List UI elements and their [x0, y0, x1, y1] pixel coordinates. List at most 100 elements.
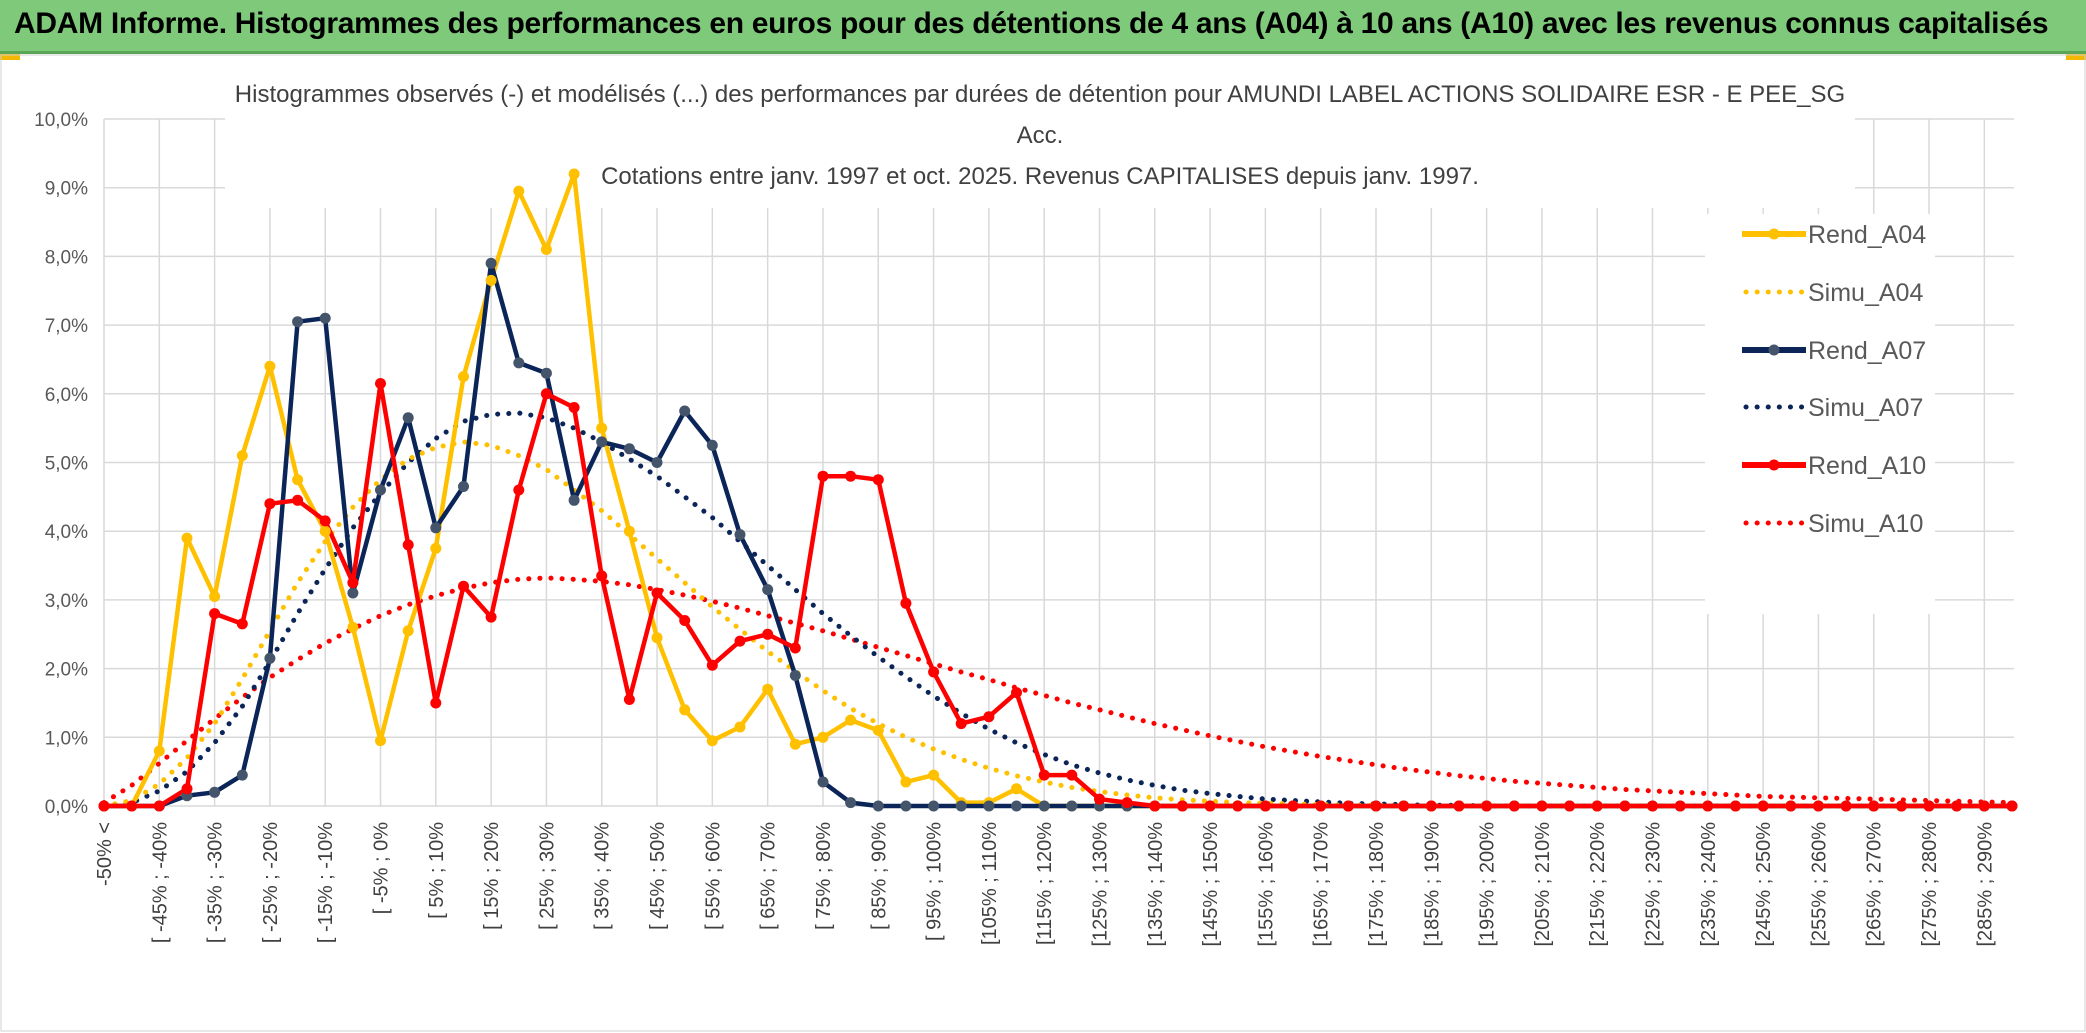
- data-point-rend_a07: [540, 367, 552, 379]
- data-point-rend_a04: [540, 244, 552, 255]
- chart-title-line: Histogrammes observés (-) et modélisés (…: [235, 81, 1845, 108]
- x-tick-label: [115% ; 120%: [1034, 822, 1056, 945]
- chart-title-line: Cotations entre janv. 1997 et oct. 2025.…: [601, 163, 1479, 190]
- legend-marker: [1768, 459, 1780, 471]
- x-tick-label: [ -15% ; -10%: [315, 822, 337, 943]
- data-point-rend_a07: [734, 529, 746, 541]
- x-tick-label: [135% ; 140%: [1145, 822, 1167, 947]
- data-point-rend_a10: [402, 539, 414, 551]
- data-point-rend_a07: [817, 776, 829, 788]
- data-point-rend_a10: [1536, 800, 1548, 812]
- title-backdrop: [225, 60, 1855, 208]
- data-point-rend_a04: [513, 185, 525, 197]
- data-point-rend_a10: [264, 498, 276, 510]
- data-point-rend_a10: [762, 628, 774, 640]
- data-point-rend_a04: [872, 724, 884, 736]
- chart-border: [0, 54, 2086, 1032]
- y-tick-label: 3,0%: [45, 591, 88, 612]
- data-point-rend_a07: [1038, 800, 1050, 812]
- data-point-rend_a04: [789, 738, 801, 750]
- data-point-rend_a04: [292, 474, 304, 486]
- y-tick-label: 2,0%: [45, 660, 88, 681]
- data-point-rend_a10: [568, 402, 580, 413]
- data-point-rend_a10: [1812, 800, 1824, 812]
- x-tick-label: [175% ; 180%: [1366, 822, 1388, 947]
- data-point-rend_a10: [1785, 800, 1797, 812]
- x-tick-label: [ -35% ; -30%: [205, 822, 227, 943]
- x-tick-label: [215% ; 220%: [1587, 822, 1609, 947]
- data-point-rend_a10: [1508, 800, 1520, 812]
- legend-label: Simu_A10: [1808, 510, 1923, 538]
- data-point-rend_a07: [485, 257, 497, 269]
- y-tick-label: 10,0%: [34, 110, 88, 131]
- x-tick-label: [185% ; 190%: [1421, 822, 1443, 947]
- data-point-rend_a10: [983, 711, 995, 723]
- legend-marker: [1768, 228, 1780, 240]
- data-point-rend_a07: [568, 494, 580, 506]
- x-tick-label: [165% ; 170%: [1311, 822, 1333, 947]
- data-point-rend_a10: [900, 597, 912, 609]
- data-point-rend_a04: [928, 769, 940, 781]
- data-point-rend_a10: [1176, 800, 1188, 812]
- y-tick-label: 9,0%: [45, 179, 88, 200]
- data-point-rend_a10: [126, 800, 138, 812]
- data-point-rend_a10: [1840, 800, 1852, 812]
- data-point-rend_a04: [402, 625, 414, 637]
- data-point-rend_a10: [1923, 800, 1935, 812]
- data-point-rend_a10: [485, 611, 497, 623]
- data-point-rend_a07: [1066, 800, 1078, 812]
- data-point-rend_a04: [375, 735, 386, 747]
- x-tick-label: [245% ; 250%: [1753, 822, 1775, 947]
- data-point-rend_a10: [1398, 800, 1410, 812]
- x-tick-label: [125% ; 130%: [1089, 822, 1111, 947]
- data-point-rend_a07: [319, 312, 331, 324]
- x-tick-label: [105% ; 110%: [979, 822, 1001, 945]
- data-point-rend_a04: [734, 721, 746, 733]
- data-point-rend_a10: [789, 642, 801, 654]
- legend-label: Rend_A04: [1808, 221, 1926, 249]
- data-point-rend_a07: [845, 797, 857, 809]
- data-point-rend_a10: [1425, 800, 1437, 812]
- data-point-rend_a10: [845, 470, 857, 482]
- data-point-rend_a10: [1287, 800, 1299, 812]
- x-tick-label: [235% ; 240%: [1698, 822, 1720, 947]
- data-point-rend_a10: [1591, 800, 1603, 812]
- corner-accent-left: [0, 54, 20, 60]
- data-point-rend_a10: [1259, 800, 1271, 812]
- y-tick-label: 5,0%: [45, 454, 88, 475]
- data-point-rend_a04: [1011, 783, 1022, 795]
- data-point-rend_a10: [1370, 800, 1382, 812]
- data-point-rend_a10: [1011, 687, 1022, 699]
- data-point-rend_a07: [679, 405, 691, 417]
- data-point-rend_a04: [153, 745, 165, 757]
- data-point-rend_a10: [1730, 800, 1741, 812]
- x-tick-label: [145% ; 150%: [1200, 822, 1222, 947]
- data-point-rend_a10: [651, 587, 663, 599]
- data-point-rend_a04: [485, 274, 497, 286]
- x-tick-label: [ -5% ; 0%: [371, 822, 393, 914]
- x-tick-label: [ 95% ; 100%: [924, 822, 946, 941]
- x-tick-label: [ 55% ; 60%: [702, 822, 724, 930]
- data-point-rend_a10: [1232, 800, 1244, 812]
- data-point-rend_a07: [762, 584, 774, 596]
- data-point-rend_a10: [540, 388, 552, 400]
- data-point-rend_a10: [513, 484, 525, 496]
- y-tick-label: 1,0%: [45, 728, 88, 749]
- data-point-rend_a07: [264, 652, 276, 664]
- series-line-rend_a10: [104, 381, 2012, 809]
- data-point-rend_a10: [955, 718, 967, 730]
- data-point-rend_a07: [789, 670, 801, 681]
- data-point-rend_a07: [623, 443, 635, 455]
- data-point-rend_a10: [1674, 800, 1686, 812]
- data-point-rend_a10: [1121, 797, 1133, 809]
- data-point-rend_a07: [872, 800, 884, 812]
- data-point-rend_a04: [762, 683, 774, 695]
- data-point-rend_a10: [98, 800, 110, 812]
- data-point-rend_a10: [734, 635, 746, 647]
- data-point-rend_a10: [1453, 800, 1465, 812]
- legend-label: Rend_A07: [1808, 337, 1926, 365]
- data-point-rend_a07: [375, 484, 386, 496]
- legend-label: Rend_A10: [1808, 452, 1926, 480]
- x-tick-label: [ 5% ; 10%: [426, 822, 448, 919]
- corner-accent-right: [2066, 54, 2086, 60]
